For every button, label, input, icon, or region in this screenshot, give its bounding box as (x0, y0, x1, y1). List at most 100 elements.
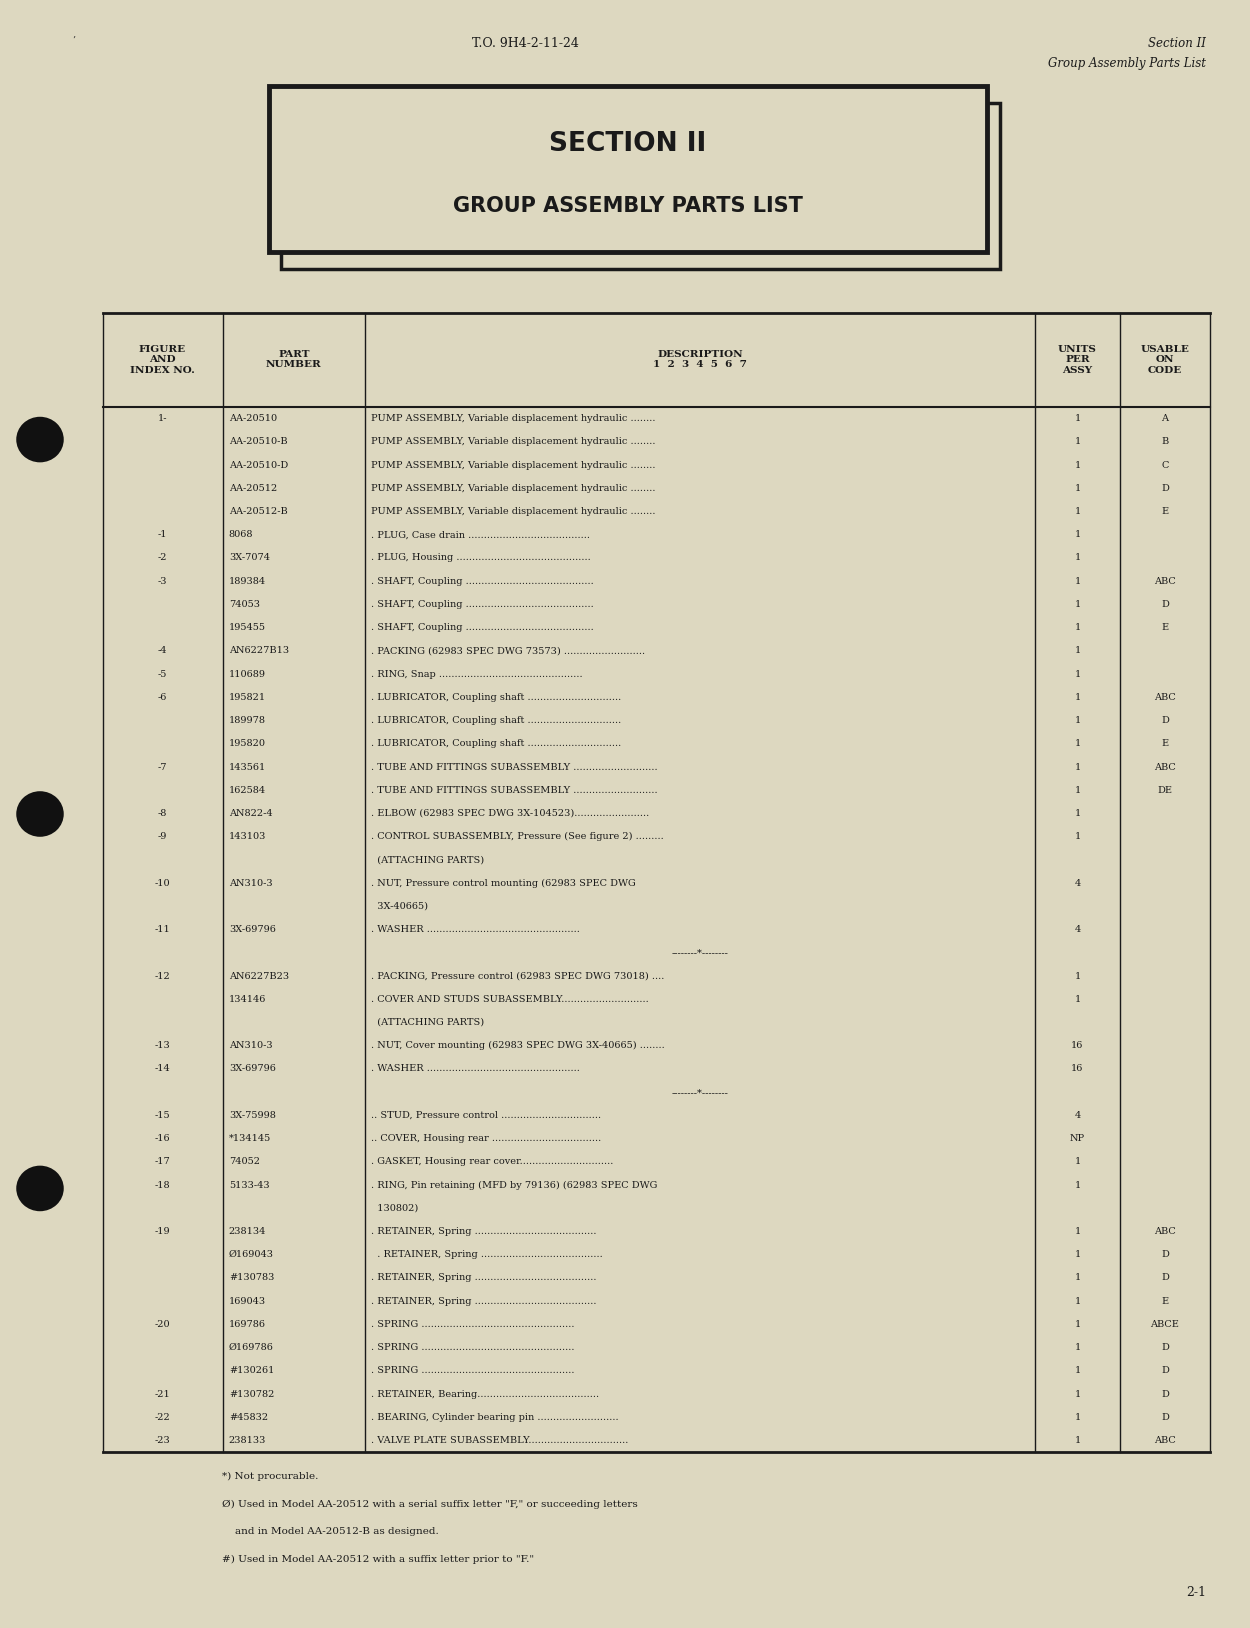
Text: E: E (1161, 624, 1169, 632)
Text: FIGURE
AND
INDEX NO.: FIGURE AND INDEX NO. (130, 345, 195, 374)
Text: . TUBE AND FITTINGS SUBASSEMBLY ...........................: . TUBE AND FITTINGS SUBASSEMBLY ........… (371, 786, 658, 794)
Text: -10: -10 (155, 879, 170, 887)
Text: PUMP ASSEMBLY, Variable displacement hydraulic ........: PUMP ASSEMBLY, Variable displacement hyd… (371, 506, 656, 516)
Text: D: D (1161, 1343, 1169, 1353)
Text: 189978: 189978 (229, 716, 266, 724)
Text: PUMP ASSEMBLY, Variable displacement hydraulic ........: PUMP ASSEMBLY, Variable displacement hyd… (371, 438, 656, 446)
Text: -21: -21 (155, 1390, 170, 1398)
Text: E: E (1161, 506, 1169, 516)
Text: 1: 1 (1075, 576, 1080, 586)
Text: (ATTACHING PARTS): (ATTACHING PARTS) (371, 855, 485, 864)
Text: Ø169043: Ø169043 (229, 1250, 274, 1258)
Text: Ø169786: Ø169786 (229, 1343, 274, 1353)
Text: D: D (1161, 484, 1169, 493)
Text: 1: 1 (1075, 506, 1080, 516)
Text: 1: 1 (1075, 414, 1080, 423)
Text: -9: -9 (158, 832, 168, 842)
Text: AN822-4: AN822-4 (229, 809, 272, 817)
Text: D: D (1161, 1366, 1169, 1376)
Text: 16: 16 (1071, 1065, 1084, 1073)
Text: C: C (1161, 461, 1169, 469)
Text: -20: -20 (155, 1320, 170, 1328)
Text: 1: 1 (1075, 1436, 1080, 1446)
Text: 1: 1 (1075, 832, 1080, 842)
Text: 169786: 169786 (229, 1320, 266, 1328)
Text: . RETAINER, Bearing.......................................: . RETAINER, Bearing.....................… (371, 1390, 600, 1398)
Text: *) Not procurable.: *) Not procurable. (222, 1472, 319, 1481)
Text: 195455: 195455 (229, 624, 266, 632)
Text: . NUT, Pressure control mounting (62983 SPEC DWG: . NUT, Pressure control mounting (62983 … (371, 879, 636, 887)
Ellipse shape (16, 791, 64, 837)
Text: -4: -4 (158, 646, 168, 656)
Text: -3: -3 (158, 576, 168, 586)
Text: . COVER AND STUDS SUBASSEMBLY............................: . COVER AND STUDS SUBASSEMBLY...........… (371, 995, 649, 1004)
Text: . PACKING (62983 SPEC DWG 73573) ..........................: . PACKING (62983 SPEC DWG 73573) .......… (371, 646, 645, 656)
Text: D: D (1161, 1413, 1169, 1421)
Text: 169043: 169043 (229, 1298, 266, 1306)
Text: -22: -22 (155, 1413, 170, 1421)
Text: E: E (1161, 1298, 1169, 1306)
Text: Group Assembly Parts List: Group Assembly Parts List (1049, 57, 1206, 70)
Text: ABC: ABC (1154, 576, 1176, 586)
Text: *134145: *134145 (229, 1135, 271, 1143)
Text: 1: 1 (1075, 1343, 1080, 1353)
Text: 1: 1 (1075, 762, 1080, 772)
Text: 1: 1 (1075, 669, 1080, 679)
Text: 1-: 1- (158, 414, 168, 423)
Text: 1: 1 (1075, 1273, 1080, 1283)
Text: . SPRING .................................................: . SPRING ...............................… (371, 1366, 575, 1376)
Text: 1: 1 (1075, 531, 1080, 539)
Text: 4: 4 (1075, 1110, 1080, 1120)
Text: -17: -17 (155, 1158, 170, 1166)
Text: 110689: 110689 (229, 669, 266, 679)
Text: NP: NP (1070, 1135, 1085, 1143)
Text: ABC: ABC (1154, 762, 1176, 772)
Text: D: D (1161, 1390, 1169, 1398)
Text: 130802): 130802) (371, 1203, 419, 1213)
Text: D: D (1161, 1273, 1169, 1283)
Text: AA-20512: AA-20512 (229, 484, 278, 493)
Text: 2-1: 2-1 (1186, 1586, 1206, 1599)
Text: 189384: 189384 (229, 576, 266, 586)
Text: and in Model AA-20512-B as designed.: and in Model AA-20512-B as designed. (222, 1527, 439, 1537)
Text: 3X-7074: 3X-7074 (229, 554, 270, 562)
Text: 1: 1 (1075, 438, 1080, 446)
Text: 134146: 134146 (229, 995, 266, 1004)
Text: 1: 1 (1075, 1320, 1080, 1328)
Text: Section II: Section II (1149, 37, 1206, 50)
Text: T.O. 9H4-2-11-24: T.O. 9H4-2-11-24 (471, 37, 579, 50)
Text: -13: -13 (155, 1042, 170, 1050)
Text: SECTION II: SECTION II (550, 132, 706, 158)
Text: . NUT, Cover mounting (62983 SPEC DWG 3X-40665) ........: . NUT, Cover mounting (62983 SPEC DWG 3X… (371, 1042, 665, 1050)
Text: PART
NUMBER: PART NUMBER (266, 350, 321, 370)
Text: 1: 1 (1075, 461, 1080, 469)
Text: 74052: 74052 (229, 1158, 260, 1166)
Text: . RETAINER, Spring .......................................: . RETAINER, Spring .....................… (371, 1250, 602, 1258)
FancyBboxPatch shape (269, 86, 988, 252)
Text: DE: DE (1158, 786, 1172, 794)
Text: --------*--------: --------*-------- (671, 949, 729, 957)
Text: 1: 1 (1075, 554, 1080, 562)
Text: #130783: #130783 (229, 1273, 274, 1283)
Text: 1: 1 (1075, 624, 1080, 632)
Text: 143103: 143103 (229, 832, 266, 842)
Text: 1: 1 (1075, 1228, 1080, 1236)
Text: ABC: ABC (1154, 1436, 1176, 1446)
Text: PUMP ASSEMBLY, Variable displacement hydraulic ........: PUMP ASSEMBLY, Variable displacement hyd… (371, 484, 656, 493)
Text: . LUBRICATOR, Coupling shaft ..............................: . LUBRICATOR, Coupling shaft ...........… (371, 716, 621, 724)
Text: 1: 1 (1075, 484, 1080, 493)
Ellipse shape (16, 417, 64, 462)
Text: . RETAINER, Spring .......................................: . RETAINER, Spring .....................… (371, 1273, 596, 1283)
Text: AA-20510: AA-20510 (229, 414, 278, 423)
Text: -8: -8 (158, 809, 168, 817)
Text: -12: -12 (155, 972, 170, 980)
Text: AA-20512-B: AA-20512-B (229, 506, 288, 516)
Text: -7: -7 (158, 762, 168, 772)
Text: 74053: 74053 (229, 601, 260, 609)
Text: 3X-40665): 3X-40665) (371, 902, 429, 910)
Text: . WASHER .................................................: . WASHER ...............................… (371, 925, 580, 934)
Text: .. STUD, Pressure control ................................: .. STUD, Pressure control ..............… (371, 1110, 601, 1120)
Text: 195820: 195820 (229, 739, 266, 749)
Text: -15: -15 (155, 1110, 170, 1120)
Text: 238133: 238133 (229, 1436, 266, 1446)
